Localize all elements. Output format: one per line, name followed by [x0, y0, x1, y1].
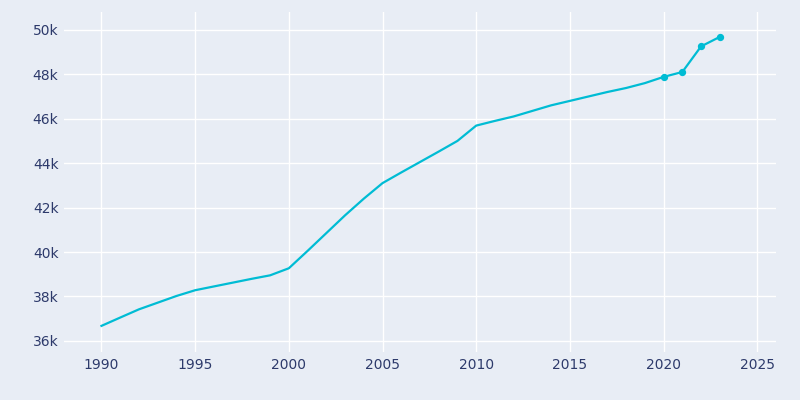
Point: [657, 74, 670, 80]
Point: [694, 43, 707, 50]
Point: [714, 34, 726, 40]
Point: [676, 69, 689, 75]
